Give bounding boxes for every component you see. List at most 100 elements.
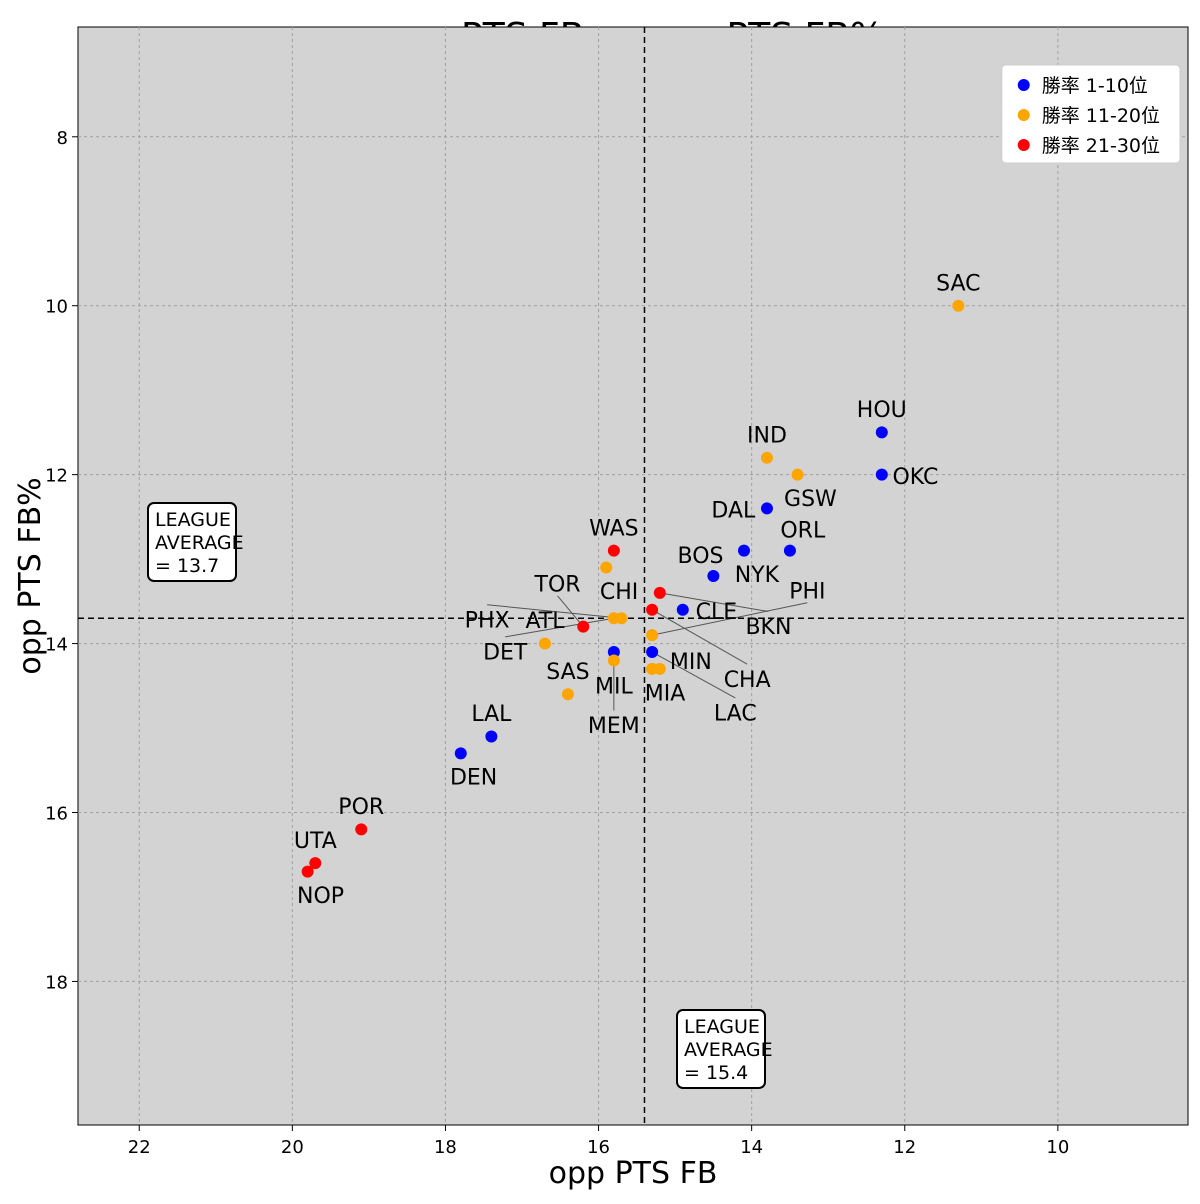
point-label-phi: PHI [789, 579, 825, 604]
point-label-okc: OKC [892, 465, 938, 490]
label-leader-lines [487, 592, 808, 711]
point-label-sac: SAC [936, 271, 980, 296]
point-label-lac: LAC [714, 702, 757, 727]
y-tick-label: 14 [45, 635, 68, 656]
data-point-dal [760, 502, 773, 515]
data-point-bkn [653, 586, 666, 599]
point-label-cle: CLE [696, 600, 738, 625]
ticks: 22 20 18 16 14 12 10 8 10 12 14 16 18 [45, 128, 1069, 1158]
x-average-annotation-text: = 15.4 [684, 1062, 748, 1084]
leader-line-cha [651, 609, 748, 665]
point-label-lal: LAL [471, 702, 512, 727]
point-label-mia: MIA [645, 681, 686, 706]
data-point-was [607, 544, 620, 557]
data-point-mil [607, 654, 620, 667]
point-label-atl: ATL [525, 609, 565, 634]
reference-lines [78, 27, 1188, 1125]
point-label-mem: MEM [588, 714, 640, 739]
point-label-cha: CHA [724, 668, 771, 693]
legend-label: 勝率 21-30位 [1042, 135, 1160, 157]
data-point-chi [600, 561, 613, 574]
point-label-sas: SAS [546, 660, 589, 685]
x-axis-label: opp PTS FB [549, 1156, 718, 1191]
point-label-mil: MIL [595, 675, 633, 700]
legend-marker [1017, 109, 1030, 121]
point-label-gsw: GSW [784, 487, 837, 512]
point-label-phx: PHX [465, 608, 510, 633]
legend-marker [1017, 79, 1030, 91]
x-tick-label: 10 [1046, 1137, 1069, 1158]
data-point-orl [783, 544, 796, 557]
data-point-den [454, 747, 467, 760]
point-label-bos: BOS [678, 544, 724, 569]
x-tick-label: 12 [893, 1137, 916, 1158]
data-point-min [653, 662, 666, 675]
point-label-min: MIN [670, 650, 712, 675]
x-tick-label: 18 [434, 1137, 457, 1158]
y-average-annotation-box [147, 502, 237, 582]
point-label-det: DET [483, 641, 528, 666]
points [301, 299, 965, 878]
point-label-ind: IND [747, 423, 787, 448]
point-label-was: WAS [589, 516, 639, 541]
legend-box [1001, 64, 1181, 164]
y-tick-label: 10 [45, 297, 68, 318]
y-tick-label: 12 [45, 466, 68, 487]
leader-line-tor [557, 595, 584, 627]
point-label-uta: UTA [294, 829, 337, 854]
point-label-den: DEN [450, 766, 497, 791]
point-label-bkn: BKN [745, 615, 791, 640]
data-point-lal [485, 730, 498, 743]
data-point-lac [646, 646, 659, 659]
point-label-nop: NOP [297, 884, 344, 909]
point-label-por: POR [338, 795, 384, 820]
y-average-annotation-text: LEAGUE [155, 509, 231, 531]
data-point-phi [646, 629, 659, 642]
data-point-bos [707, 570, 720, 582]
data-point-okc [875, 468, 888, 481]
data-point-atl [538, 637, 551, 650]
leader-line-lac [651, 651, 736, 699]
legend-label: 勝率 11-20位 [1042, 105, 1160, 127]
data-point-nop [301, 865, 314, 878]
leader-line-bkn [659, 592, 769, 613]
point-labels: SAC HOU OKC LAL DEN WAS POR NOP ORL IND GSW ATL SAS U… [294, 271, 981, 909]
point-label-hou: HOU [857, 398, 907, 423]
y-average-annotation-text: = 13.7 [155, 555, 219, 577]
x-average-annotation-text: LEAGUE [684, 1016, 760, 1038]
x-tick-label: 14 [740, 1137, 763, 1158]
point-label-dal: DAL [711, 499, 756, 524]
x-tick-label: 20 [281, 1137, 304, 1158]
x-average-annotation-box [676, 1009, 766, 1089]
data-point-tor [577, 620, 590, 633]
data-point-cha [646, 603, 659, 616]
leader-line-phx [487, 604, 622, 619]
point-label-chi: CHI [600, 580, 638, 605]
data-point-phx [615, 612, 628, 625]
data-point-cle [676, 603, 689, 616]
leader-line-phi [652, 602, 808, 636]
point-label-nyk: NYK [735, 563, 780, 588]
y-axis-label: opp PTS FB% [13, 477, 48, 674]
data-point-ind [760, 451, 773, 464]
point-label-orl: ORL [780, 519, 826, 544]
x-tick-label: 16 [587, 1137, 610, 1158]
data-point-nyk [738, 544, 750, 557]
y-average-annotation-text: AVERAGE [155, 532, 244, 554]
data-point-mem [607, 646, 620, 659]
y-tick-label: 18 [45, 972, 68, 993]
data-point-hou [875, 426, 888, 439]
grid [78, 27, 1188, 1125]
data-point-por [355, 823, 368, 836]
data-point-sac [952, 299, 965, 312]
legend-label: 勝率 1-10位 [1042, 75, 1148, 97]
data-point-gsw [791, 468, 804, 481]
plot-area [77, 26, 1189, 1126]
x-average-annotation-text: AVERAGE [684, 1039, 773, 1061]
leader-line-det [505, 617, 614, 638]
x-tick-label: 22 [128, 1137, 151, 1158]
data-point-uta [309, 857, 322, 870]
